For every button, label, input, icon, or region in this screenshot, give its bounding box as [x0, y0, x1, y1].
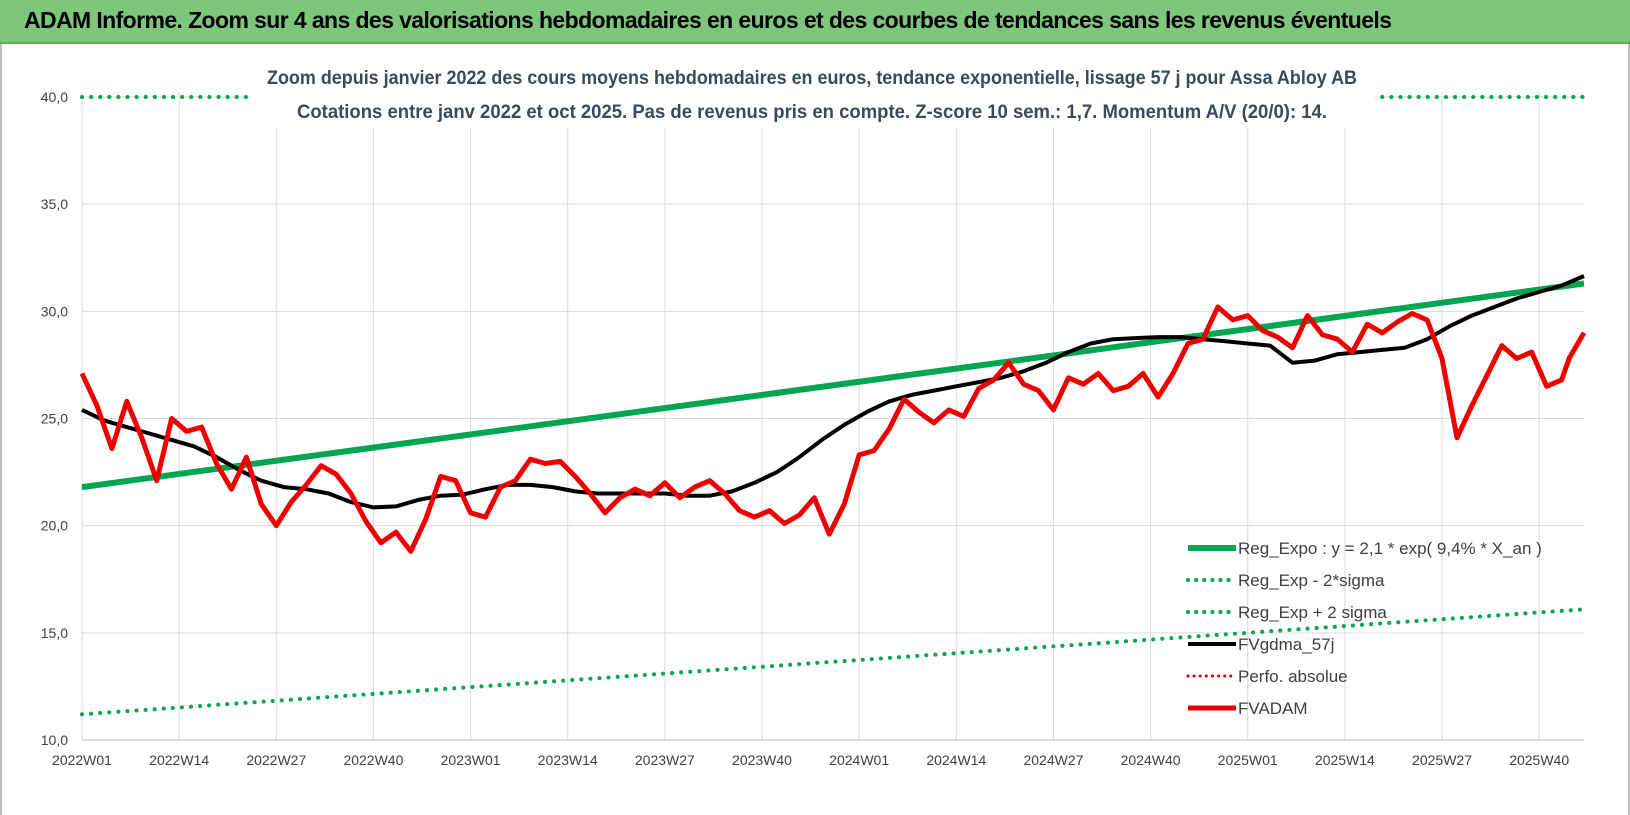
chart-subtitle: Zoom depuis janvier 2022 des cours moyen…: [250, 62, 1375, 128]
reg-exp-minus-2sigma-line: [80, 607, 1586, 717]
legend-label: FVgdma_57j: [1238, 635, 1334, 654]
legend-label: FVADAM: [1238, 699, 1308, 718]
x-tick-label: 2023W40: [732, 752, 792, 768]
y-tick-label: 15,0: [41, 625, 68, 641]
x-tick-label: 2024W27: [1023, 752, 1083, 768]
subtitle-background: [250, 62, 1375, 128]
x-tick-label: 2025W27: [1412, 752, 1472, 768]
y-tick-label: 35,0: [41, 196, 68, 212]
x-tick-label: 2022W01: [52, 752, 112, 768]
legend-label: Reg_Expo : y = 2,1 * exp( 9,4% * X_an ): [1238, 539, 1542, 558]
y-tick-label: 40,0: [41, 89, 68, 105]
x-tick-label: 2024W40: [1121, 752, 1181, 768]
header-banner: ADAM Informe. Zoom sur 4 ans des valoris…: [0, 0, 1630, 44]
y-tick-label: 10,0: [41, 732, 68, 748]
y-tick-label: 20,0: [41, 518, 68, 534]
x-tick-label: 2022W14: [149, 752, 209, 768]
x-tick-label: 2022W40: [343, 752, 403, 768]
x-tick-label: 2024W14: [926, 752, 986, 768]
x-tick-label: 2022W27: [246, 752, 306, 768]
legend-label: Perfo. absolue: [1238, 667, 1348, 686]
report-title: ADAM Informe. Zoom sur 4 ans des valoris…: [24, 7, 1392, 33]
x-tick-label: 2023W14: [538, 752, 598, 768]
chart-title-line2: Cotations entre janv 2022 et oct 2025. P…: [297, 101, 1327, 123]
legend-label: Reg_Exp - 2*sigma: [1238, 571, 1385, 590]
fvadam-line: [79, 304, 1587, 554]
y-axis: 10,0 15,0 20,0 25,0 30,0 35,0 40,0: [41, 89, 68, 748]
x-tick-label: 2024W01: [829, 752, 889, 768]
fvgdma-57j-line: [81, 274, 1585, 510]
x-tick-label: 2025W40: [1509, 752, 1569, 768]
x-tick-label: 2025W14: [1315, 752, 1375, 768]
x-tick-label: 2023W01: [441, 752, 501, 768]
x-axis: 2022W01 2022W14 2022W27 2022W40 2023W01 2023W…: [52, 739, 1584, 768]
x-tick-label: 2025W01: [1218, 752, 1278, 768]
series-layer: [79, 95, 1587, 717]
chart-title-line1: Zoom depuis janvier 2022 des cours moyen…: [267, 67, 1357, 89]
y-tick-label: 25,0: [41, 411, 68, 427]
gridlines: [81, 92, 1584, 741]
legend-label: Reg_Exp + 2 sigma: [1238, 603, 1387, 622]
reg-expo-line: [81, 280, 1585, 491]
x-tick-label: 2023W27: [635, 752, 695, 768]
legend: Reg_Expo : y = 2,1 * exp( 9,4% * X_an ) R…: [1186, 539, 1542, 718]
chart-frame: [0, 44, 1630, 815]
y-tick-label: 30,0: [41, 303, 68, 319]
